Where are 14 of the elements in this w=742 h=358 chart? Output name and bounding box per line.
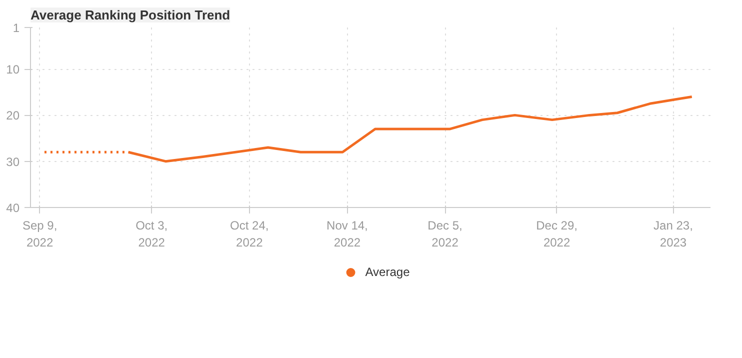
x-tick-label: Oct 24, 2022 [230, 218, 269, 250]
chart-title: Average Ranking Position Trend [30, 8, 230, 22]
x-tick-label: Jan 23, 2023 [654, 218, 693, 250]
x-tick-label: Oct 3, 2022 [136, 218, 168, 250]
x-tick-label: Dec 5, 2022 [428, 218, 462, 250]
x-tick-label: Dec 29, 2022 [536, 218, 578, 250]
legend-label: Average [365, 265, 410, 279]
y-tick-label: 1 [12, 21, 20, 35]
x-tick-label: Nov 14, 2022 [326, 218, 368, 250]
y-tick-label: 10 [6, 62, 20, 77]
y-tick-label: 20 [6, 108, 20, 123]
x-tick-label: Sep 9, 2022 [22, 218, 58, 250]
y-tick-label: 30 [6, 154, 20, 169]
y-tick-label: 40 [6, 201, 20, 215]
